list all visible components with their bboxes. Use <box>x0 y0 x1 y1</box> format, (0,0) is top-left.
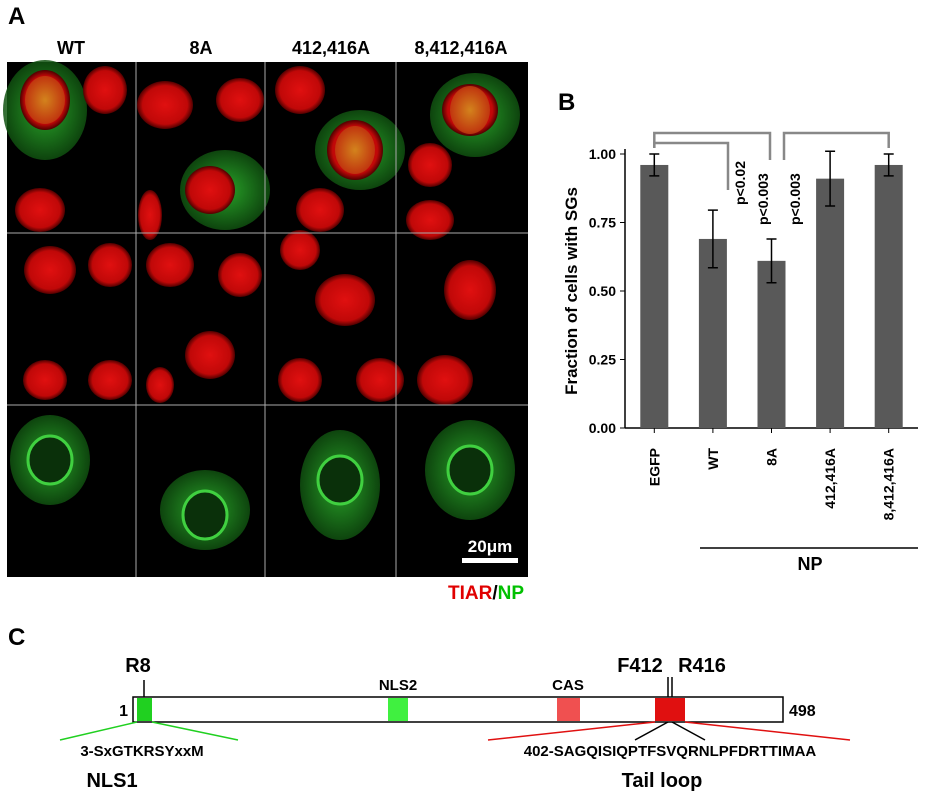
np-nucleus <box>316 454 364 506</box>
nucleus <box>138 190 162 240</box>
bar <box>757 260 786 428</box>
p-value: p<0.003 <box>787 173 803 225</box>
end-label: 498 <box>789 703 816 720</box>
start-label: 1 <box>119 703 128 720</box>
nls1-box <box>137 698 152 721</box>
nucleus <box>356 358 404 402</box>
r416-label: R416 <box>678 655 726 677</box>
tail-pointer <box>634 721 706 741</box>
nucleus <box>218 253 262 297</box>
np-nucleus <box>26 434 74 486</box>
protein-bar <box>132 696 784 723</box>
significance-bracket <box>653 131 772 160</box>
y-tick-label: 0.00 <box>589 420 616 436</box>
nucleus <box>83 66 127 114</box>
column-header: WT <box>57 38 85 58</box>
nucleus <box>146 367 174 403</box>
tail-label: Tail loop <box>622 770 703 792</box>
merged-nucleus <box>335 126 375 174</box>
y-tick-label: 0.75 <box>589 215 616 231</box>
nucleus <box>137 81 193 129</box>
nucleus <box>185 166 235 214</box>
panel-grid <box>7 62 528 577</box>
error-bar <box>825 150 836 207</box>
nucleus <box>15 188 65 232</box>
nucleus <box>278 358 322 402</box>
f412-label: F412 <box>617 655 663 677</box>
error-bar <box>649 153 660 177</box>
np-nucleus <box>181 489 229 541</box>
stain-red: TIAR <box>448 583 493 604</box>
y-axis-label: Fraction of cells with SGs <box>562 187 581 395</box>
x-tick-label: EGFP <box>646 448 662 486</box>
error-bar <box>707 209 718 269</box>
panel-label: A <box>8 3 25 30</box>
merged-nucleus <box>25 76 65 124</box>
tail-box <box>655 698 685 721</box>
tail-fan <box>487 721 851 741</box>
nucleus <box>275 66 325 114</box>
group-label: NP <box>797 554 822 574</box>
y-tick-label: 0.25 <box>589 352 616 368</box>
y-tick-label: 0.50 <box>589 283 616 299</box>
y-tick-label: 1.00 <box>589 146 616 162</box>
stain-legend: TIAR/NP <box>448 583 524 604</box>
error-bar <box>766 238 777 284</box>
cas-label: CAS <box>552 677 584 694</box>
nls1-fan <box>59 721 239 741</box>
nucleus <box>408 143 452 187</box>
nucleus <box>146 243 194 287</box>
nucleus <box>216 78 264 122</box>
column-header: 8,412,416A <box>414 38 507 58</box>
nls2-box <box>388 698 408 721</box>
error-bar <box>883 153 894 177</box>
significance-bracket <box>653 141 730 190</box>
cells <box>3 60 520 550</box>
panel-label: C <box>8 624 25 651</box>
p-value: p<0.02 <box>732 161 748 205</box>
np-nucleus <box>446 444 494 496</box>
column-header: 8A <box>189 38 212 58</box>
nucleus <box>406 200 454 240</box>
x-tick-label: 412,416A <box>822 448 838 509</box>
r8-label: R8 <box>125 655 151 677</box>
bar <box>640 164 669 428</box>
nucleus <box>88 360 132 400</box>
merged-nucleus <box>450 86 490 134</box>
bar <box>698 238 727 428</box>
bar <box>816 178 845 428</box>
nucleus <box>296 188 344 232</box>
significance-bracket <box>782 131 890 160</box>
scale-label: 20μm <box>468 537 512 556</box>
scale-bar <box>462 558 518 563</box>
x-tick-label: WT <box>705 448 721 470</box>
p-value: p<0.003 <box>755 173 771 225</box>
nucleus <box>444 260 496 320</box>
domain-diagram: C 1 498 R8 F412 R416 NLS2 CAS 3-SxGTKRSYxxM NLS1 4… <box>8 624 851 792</box>
nucleus <box>185 331 235 379</box>
nucleus <box>88 243 132 287</box>
bar-chart: B Fraction of cells with SGs 0.00 0.25 0.50 0… <box>558 89 918 574</box>
panel-label: B <box>558 89 575 116</box>
pointer <box>143 677 673 697</box>
nls1-label: NLS1 <box>86 770 137 792</box>
x-tick-label: 8,412,416A <box>881 448 897 520</box>
nucleus <box>315 274 375 326</box>
nucleus <box>280 230 320 270</box>
x-tick-label: 8A <box>764 448 780 466</box>
nls2-label: NLS2 <box>379 677 417 694</box>
bar <box>874 164 903 428</box>
nucleus <box>23 360 67 400</box>
nucleus <box>417 355 473 405</box>
tail-seq-label: 402-SAGQISIQPTFSVQRNLPFDRTTIMAA <box>524 743 817 760</box>
nls1-seq-label: 3-SxGTKRSYxxM <box>80 743 203 760</box>
column-header: 412,416A <box>292 38 370 58</box>
cas-box <box>557 698 580 721</box>
stain-sep: / <box>492 583 498 604</box>
nucleus <box>24 246 76 294</box>
stain-green: NP <box>498 583 525 604</box>
